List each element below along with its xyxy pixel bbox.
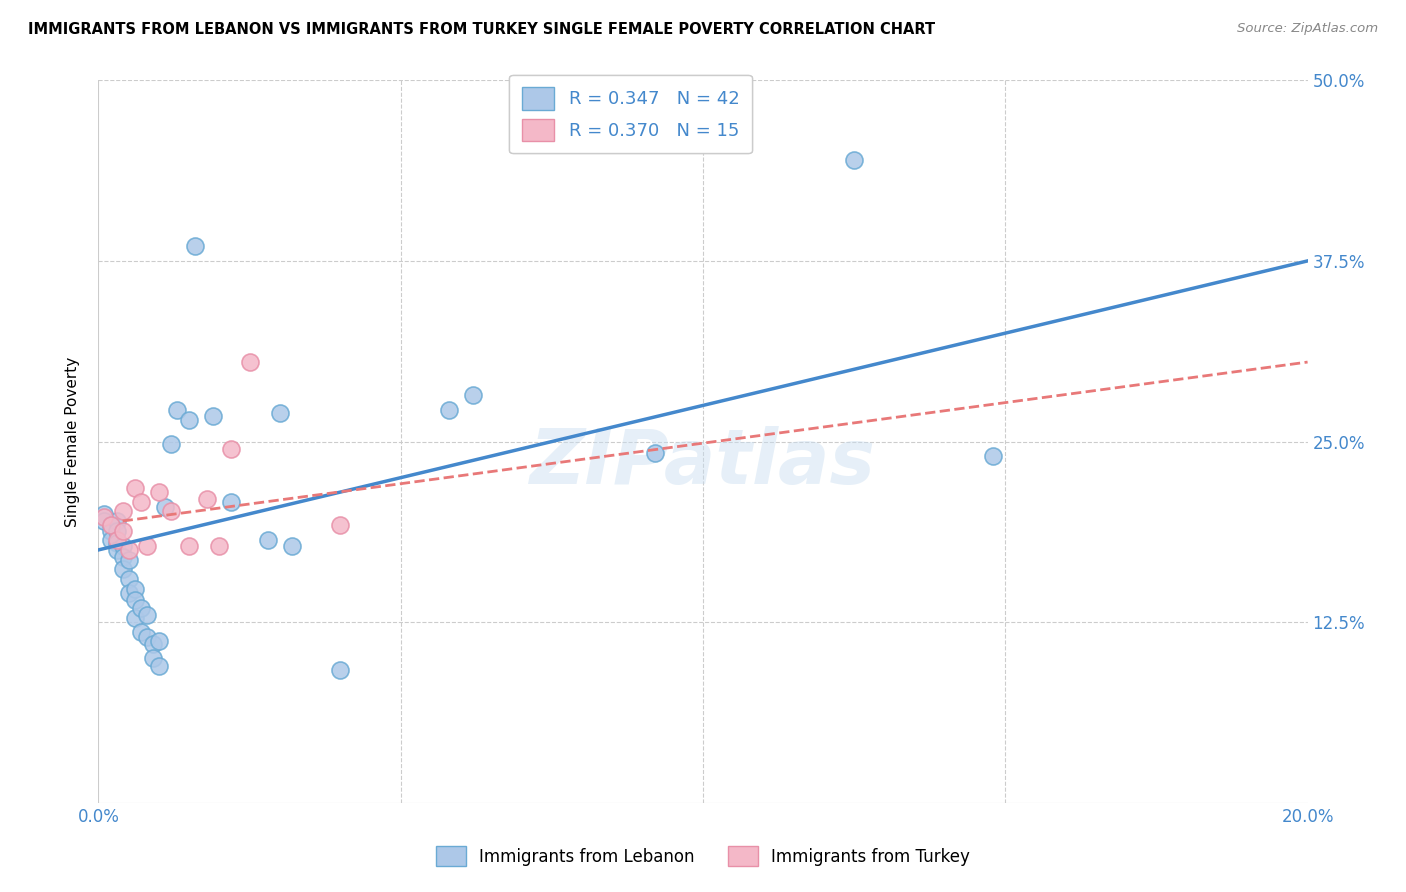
Point [166, 402, 188, 417]
Point [111, 504, 134, 518]
Text: ZIPatlas: ZIPatlas [530, 426, 876, 500]
Point [111, 550, 134, 565]
Point [160, 437, 183, 451]
Text: IMMIGRANTS FROM LEBANON VS IMMIGRANTS FROM TURKEY SINGLE FEMALE POVERTY CORRELAT: IMMIGRANTS FROM LEBANON VS IMMIGRANTS FR… [28, 22, 935, 37]
Point [105, 535, 128, 549]
Point [142, 651, 165, 665]
Point [124, 582, 146, 596]
Point [100, 524, 122, 538]
Point [100, 533, 122, 547]
Legend: R = 0.347   N = 42, R = 0.370   N = 15: R = 0.347 N = 42, R = 0.370 N = 15 [509, 75, 752, 153]
Legend: Immigrants from Lebanon, Immigrants from Turkey: Immigrants from Lebanon, Immigrants from… [429, 839, 977, 873]
Point [184, 239, 207, 253]
Point [142, 637, 165, 651]
Point [463, 388, 485, 402]
Y-axis label: Single Female Poverty: Single Female Poverty [65, 357, 80, 526]
Point [148, 634, 170, 648]
Point [124, 481, 146, 495]
Point [118, 572, 141, 586]
Point [329, 663, 352, 677]
Point [105, 514, 128, 528]
Point [221, 495, 243, 509]
Point [179, 539, 201, 553]
Point [239, 355, 262, 369]
Point [221, 442, 243, 456]
Point [93, 514, 115, 528]
Point [148, 658, 170, 673]
Point [93, 509, 115, 524]
Point [124, 611, 146, 625]
Point [129, 495, 152, 509]
Point [93, 507, 115, 521]
Point [208, 539, 231, 553]
Point [202, 409, 225, 423]
Point [135, 630, 157, 644]
Point [135, 607, 157, 622]
Point [195, 492, 218, 507]
Point [105, 524, 128, 538]
Point [329, 518, 352, 533]
Point [124, 593, 146, 607]
Point [100, 518, 122, 533]
Point [135, 539, 157, 553]
Point [118, 542, 141, 557]
Point [160, 504, 183, 518]
Point [269, 406, 291, 420]
Point [111, 562, 134, 576]
Point [118, 586, 141, 600]
Point [118, 553, 141, 567]
Point [148, 485, 170, 500]
Point [129, 600, 152, 615]
Point [437, 402, 460, 417]
Point [981, 449, 1004, 463]
Point [844, 153, 866, 167]
Point [153, 500, 176, 514]
Point [100, 518, 122, 533]
Text: Source: ZipAtlas.com: Source: ZipAtlas.com [1237, 22, 1378, 36]
Point [129, 625, 152, 640]
Point [111, 524, 134, 538]
Point [105, 542, 128, 557]
Point [111, 539, 134, 553]
Point [179, 413, 201, 427]
Point [256, 533, 278, 547]
Point [281, 539, 304, 553]
Point [644, 446, 666, 460]
Point [105, 533, 128, 547]
